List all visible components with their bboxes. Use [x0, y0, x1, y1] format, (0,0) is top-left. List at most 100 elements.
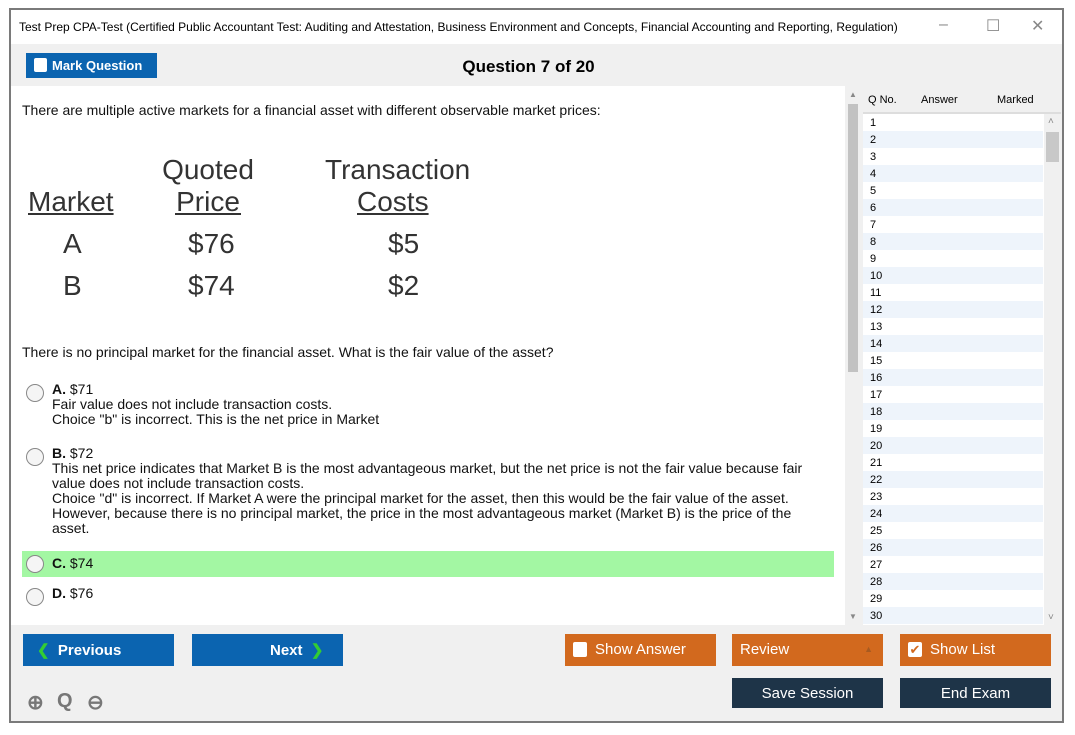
- close-button[interactable]: ✕: [1031, 18, 1045, 35]
- list-item[interactable]: 15: [870, 355, 883, 367]
- chevron-left-icon: ❮: [37, 642, 50, 659]
- scroll-down-icon[interactable]: ˅: [1048, 612, 1054, 623]
- col-marked: Marked: [997, 94, 1034, 106]
- scroll-thumb[interactable]: [1046, 132, 1059, 162]
- scroll-up-icon[interactable]: ˄: [1048, 116, 1054, 127]
- list-item[interactable]: 14: [863, 335, 1043, 352]
- list-item[interactable]: 18: [863, 403, 1043, 420]
- list-item[interactable]: 26: [863, 539, 1043, 556]
- scroll-down-icon[interactable]: ▼: [849, 612, 857, 621]
- list-item[interactable]: 24: [863, 505, 1043, 522]
- caret-up-icon: ▲: [864, 644, 873, 654]
- list-item[interactable]: 21: [870, 457, 883, 469]
- question-panel: There are multiple active markets for a …: [11, 86, 845, 625]
- app-window: Test Prep CPA-Test (Certified Public Acc…: [9, 8, 1064, 723]
- zoom-reset-icon[interactable]: Q: [57, 690, 73, 712]
- cell: $5: [388, 228, 420, 259]
- previous-button[interactable]: ❮ Previous: [23, 634, 174, 666]
- checkbox-icon: [573, 642, 587, 657]
- maximize-button[interactable]: ☐: [986, 18, 1001, 35]
- scroll-thumb[interactable]: [848, 104, 858, 372]
- list-scrollbar[interactable]: ˄ ˅: [1044, 114, 1061, 625]
- radio-button[interactable]: [26, 384, 44, 402]
- option-value: $71: [69, 381, 94, 397]
- list-item[interactable]: 22: [863, 471, 1043, 488]
- list-item[interactable]: 23: [870, 491, 883, 503]
- list-item[interactable]: 4: [863, 165, 1043, 182]
- option-value: $72: [69, 445, 94, 461]
- show-list-label: Show List: [930, 641, 996, 658]
- list-item[interactable]: 5: [870, 185, 877, 197]
- radio-button[interactable]: [26, 555, 44, 573]
- col-qno: Q No.: [868, 94, 897, 106]
- list-item[interactable]: 30: [863, 607, 1043, 624]
- col-answer: Answer: [921, 94, 958, 106]
- list-header: Q No. Answer Marked: [863, 86, 1061, 114]
- list-item[interactable]: 7: [870, 219, 877, 231]
- question-list: Q No. Answer Marked 1 2 3 4 5 6 7 8 9 10 11 12 13 14 1…: [863, 86, 1061, 625]
- list-item[interactable]: 11: [870, 287, 882, 299]
- list-item[interactable]: 8: [863, 233, 1043, 250]
- list-rows: 1 2 3 4 5 6 7 8 9 10 11 12 13 14 15 16 17 18 19 20 21 22 23 24 2…: [863, 114, 1061, 624]
- previous-label: Previous: [57, 642, 122, 659]
- zoom-out-icon[interactable]: ⊖: [87, 692, 104, 714]
- mark-question-button[interactable]: Mark Question: [26, 53, 157, 78]
- option-a[interactable]: A. $71 Fair value does not include trans…: [22, 382, 834, 427]
- option-explanation: Choice "d" is incorrect. If Market A wer…: [52, 490, 792, 536]
- list-item[interactable]: 17: [870, 389, 883, 401]
- toolbar: Mark Question Question 7 of 20: [11, 44, 1062, 86]
- end-exam-button[interactable]: End Exam: [900, 678, 1051, 708]
- scroll-up-icon[interactable]: ▲: [849, 90, 857, 99]
- show-answer-label: Show Answer: [595, 641, 686, 658]
- show-answer-button[interactable]: Show Answer: [565, 634, 716, 666]
- review-dropdown[interactable]: Review ▲: [732, 634, 883, 666]
- list-item[interactable]: 27: [870, 559, 883, 571]
- radio-button[interactable]: [26, 448, 44, 466]
- option-c[interactable]: C. $74: [22, 551, 834, 577]
- list-item[interactable]: 29: [870, 593, 883, 605]
- question-counter: Question 7 of 20: [462, 57, 595, 76]
- list-item[interactable]: 20: [863, 437, 1043, 454]
- list-item[interactable]: 16: [863, 369, 1043, 386]
- save-session-button[interactable]: Save Session: [732, 678, 883, 708]
- list-item[interactable]: 9: [870, 253, 877, 265]
- list-item[interactable]: 2: [863, 131, 1043, 148]
- list-item[interactable]: 19: [870, 423, 883, 435]
- option-value: $76: [69, 585, 94, 601]
- option-explanation: Fair value does not include transaction …: [52, 396, 333, 412]
- list-item[interactable]: 1: [870, 117, 877, 129]
- cell: $76: [188, 228, 235, 259]
- window-title: Test Prep CPA-Test (Certified Public Acc…: [19, 20, 898, 34]
- list-item[interactable]: 12: [863, 301, 1043, 318]
- option-b[interactable]: B. $72 This net price indicates that Mar…: [22, 446, 834, 536]
- list-item[interactable]: 10: [863, 267, 1043, 284]
- title-bar: Test Prep CPA-Test (Certified Public Acc…: [11, 10, 1062, 44]
- zoom-in-icon[interactable]: ⊕: [27, 692, 44, 714]
- option-letter: C.: [52, 555, 66, 571]
- question-prompt: There is no principal market for the fin…: [22, 344, 554, 360]
- list-item[interactable]: 13: [870, 321, 883, 333]
- option-explanation: This net price indicates that Market B i…: [52, 460, 803, 491]
- minimize-button[interactable]: –: [939, 16, 948, 33]
- next-label: Next: [270, 642, 303, 659]
- list-item[interactable]: 3: [870, 151, 877, 163]
- checkmark-icon: ✔: [908, 642, 922, 657]
- option-letter: B.: [52, 445, 66, 461]
- cell: B: [63, 270, 82, 301]
- list-item[interactable]: 28: [863, 573, 1043, 590]
- header-market: Market: [28, 186, 114, 217]
- question-intro: There are multiple active markets for a …: [22, 102, 601, 118]
- show-list-button[interactable]: ✔ Show List: [900, 634, 1051, 666]
- header-quoted-price: Quoted Price: [156, 154, 260, 218]
- question-scrollbar[interactable]: ▲ ▼: [845, 86, 861, 625]
- next-button[interactable]: Next ❯: [192, 634, 343, 666]
- option-letter: A.: [52, 381, 66, 397]
- list-item[interactable]: 6: [863, 199, 1043, 216]
- review-label: Review: [740, 641, 790, 658]
- option-d[interactable]: D. $76: [22, 585, 834, 606]
- cell: A: [63, 228, 82, 259]
- radio-button[interactable]: [26, 588, 44, 606]
- list-item[interactable]: 25: [870, 525, 883, 537]
- mark-question-label: Mark Question: [52, 58, 143, 73]
- option-letter: D.: [52, 585, 66, 601]
